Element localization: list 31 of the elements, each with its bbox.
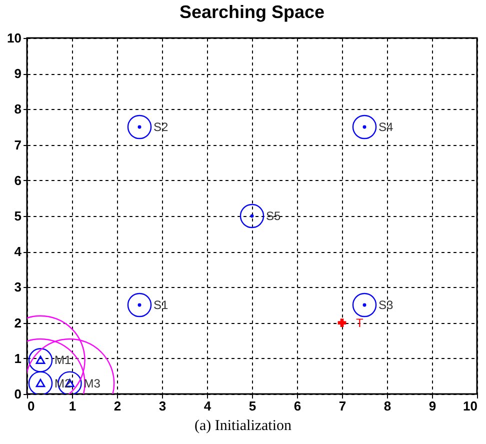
x-tick-label: 2 [114, 398, 122, 414]
y-tick-label: 9 [14, 66, 22, 82]
data-label: S5 [266, 209, 282, 223]
y-tick-label: 10 [7, 30, 22, 46]
x-tick-label: 4 [204, 398, 212, 414]
data-label: T [356, 316, 364, 330]
x-tick-label: 3 [158, 398, 166, 414]
y-tick-label: 4 [14, 244, 22, 260]
chart-title: Searching Space [179, 2, 325, 22]
y-tick-label: 6 [14, 172, 22, 188]
y-tick-label: 8 [14, 102, 22, 117]
data-label: M1 [54, 353, 72, 368]
x-tick-label: 6 [294, 398, 302, 414]
x-tick-label: 9 [428, 398, 436, 414]
y-tick-label: 5 [14, 208, 22, 224]
y-tick-label: 2 [14, 315, 22, 330]
data-label: S4 [378, 120, 394, 134]
x-tick-label: 5 [248, 398, 256, 414]
y-tick-label: 1 [14, 350, 22, 366]
text: (a) Initialization [193, 418, 293, 435]
data-label: S2 [154, 120, 169, 134]
data-label: S3 [378, 298, 394, 312]
x-tick-label: 8 [384, 398, 392, 414]
y-tick-label: 3 [14, 280, 22, 295]
y-tick-label: 7 [14, 137, 22, 152]
x-tick-label: 10 [463, 398, 478, 414]
x-tick-label: 7 [338, 398, 346, 414]
x-tick-label: 1 [68, 398, 76, 414]
data-label: S1 [154, 298, 169, 312]
y-tick-label: 0 [14, 386, 22, 402]
x-tick-label: 0 [28, 398, 35, 414]
